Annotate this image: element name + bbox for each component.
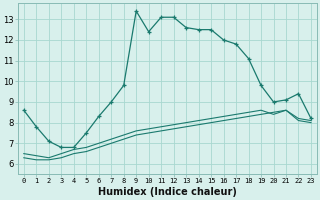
X-axis label: Humidex (Indice chaleur): Humidex (Indice chaleur): [98, 187, 237, 197]
